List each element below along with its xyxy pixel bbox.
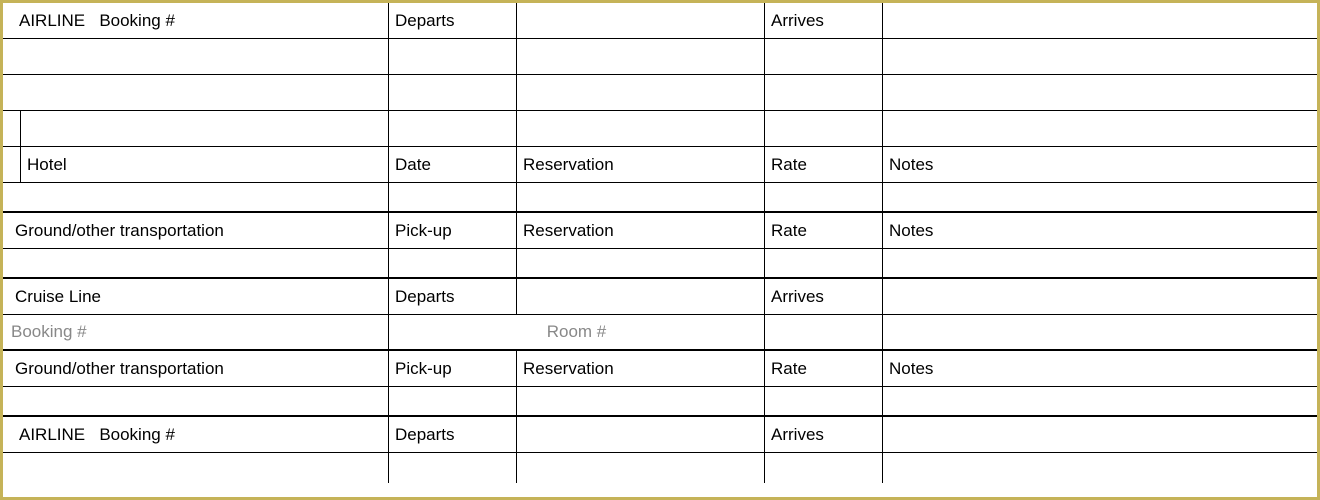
- cell[interactable]: [3, 39, 389, 74]
- airline-booking-label: AIRLINE Booking #: [3, 417, 389, 452]
- pickup-label: Pick-up: [389, 351, 517, 386]
- cell[interactable]: [3, 183, 389, 211]
- cell[interactable]: [3, 387, 389, 415]
- cell[interactable]: [389, 75, 517, 110]
- cell[interactable]: [765, 453, 883, 483]
- cruise-label: Cruise Line: [3, 279, 389, 314]
- airline-data-row-2: [3, 75, 1317, 111]
- booking-number-label: Booking #: [3, 315, 389, 349]
- cell[interactable]: [765, 249, 883, 277]
- arrives-value[interactable]: [883, 279, 1317, 314]
- departs-value[interactable]: [517, 417, 765, 452]
- airline-text: AIRLINE Booking #: [19, 425, 175, 445]
- reservation-label: Reservation: [517, 147, 765, 182]
- cell[interactable]: [765, 75, 883, 110]
- notes-label: Notes: [883, 213, 1317, 248]
- cell[interactable]: [517, 453, 765, 483]
- ground-label: Ground/other transportation: [3, 213, 389, 248]
- departs-label: Departs: [389, 417, 517, 452]
- cell[interactable]: [883, 315, 1317, 349]
- cell[interactable]: [765, 387, 883, 415]
- cell[interactable]: [883, 75, 1317, 110]
- airline-header-row: AIRLINE Booking # Departs Arrives: [3, 3, 1317, 39]
- arrives-label: Arrives: [765, 279, 883, 314]
- cell[interactable]: [517, 39, 765, 74]
- airline2-data-row: [3, 453, 1317, 483]
- departs-label: Departs: [389, 279, 517, 314]
- notes-label: Notes: [883, 351, 1317, 386]
- arrives-label: Arrives: [765, 417, 883, 452]
- cell[interactable]: [765, 183, 883, 211]
- hotel-label: Hotel: [21, 147, 389, 182]
- indent-cell: [3, 147, 21, 182]
- ground2-data-row: [3, 387, 1317, 417]
- cell[interactable]: [517, 249, 765, 277]
- reservation-label: Reservation: [517, 351, 765, 386]
- cell[interactable]: [883, 39, 1317, 74]
- rate-label: Rate: [765, 147, 883, 182]
- reservation-label: Reservation: [517, 213, 765, 248]
- hotel-data-row: [3, 183, 1317, 213]
- airline-text: AIRLINE Booking #: [19, 11, 175, 31]
- cell[interactable]: [765, 111, 883, 146]
- cell[interactable]: [517, 387, 765, 415]
- arrives-label: Arrives: [765, 3, 883, 38]
- cell[interactable]: [389, 453, 517, 483]
- cell[interactable]: [883, 249, 1317, 277]
- departs-value[interactable]: [517, 3, 765, 38]
- cell[interactable]: [883, 111, 1317, 146]
- departs-value[interactable]: [517, 279, 765, 314]
- ground1-header-row: Ground/other transportation Pick-up Rese…: [3, 213, 1317, 249]
- cell[interactable]: [389, 111, 517, 146]
- ground-label: Ground/other transportation: [3, 351, 389, 386]
- cell[interactable]: [883, 183, 1317, 211]
- departs-label: Departs: [389, 3, 517, 38]
- ground1-data-row: [3, 249, 1317, 279]
- cell[interactable]: [517, 75, 765, 110]
- cell[interactable]: [3, 75, 389, 110]
- airline-data-row-3: [3, 111, 1317, 147]
- arrives-value[interactable]: [883, 417, 1317, 452]
- cell[interactable]: [883, 453, 1317, 483]
- rate-label: Rate: [765, 351, 883, 386]
- cell[interactable]: [21, 111, 389, 146]
- notes-label: Notes: [883, 147, 1317, 182]
- cell[interactable]: [765, 315, 883, 349]
- cell[interactable]: [3, 249, 389, 277]
- travel-itinerary-table: AIRLINE Booking # Departs Arrives Hotel …: [0, 0, 1320, 500]
- cell[interactable]: [883, 387, 1317, 415]
- date-label: Date: [389, 147, 517, 182]
- cell[interactable]: [517, 111, 765, 146]
- rate-label: Rate: [765, 213, 883, 248]
- ground2-header-row: Ground/other transportation Pick-up Rese…: [3, 351, 1317, 387]
- cell[interactable]: [3, 453, 389, 483]
- cell[interactable]: [517, 183, 765, 211]
- cruise-booking-row: Booking # Room #: [3, 315, 1317, 351]
- indent-cell: [3, 111, 21, 146]
- cell[interactable]: [389, 39, 517, 74]
- cell[interactable]: [389, 387, 517, 415]
- room-number-label: Room #: [389, 315, 765, 349]
- arrives-value[interactable]: [883, 3, 1317, 38]
- hotel-header-row: Hotel Date Reservation Rate Notes: [3, 147, 1317, 183]
- airline-booking-label: AIRLINE Booking #: [3, 3, 389, 38]
- cell[interactable]: [765, 39, 883, 74]
- cell[interactable]: [389, 183, 517, 211]
- airline2-header-row: AIRLINE Booking # Departs Arrives: [3, 417, 1317, 453]
- pickup-label: Pick-up: [389, 213, 517, 248]
- cruise-header-row: Cruise Line Departs Arrives: [3, 279, 1317, 315]
- airline-data-row-1: [3, 39, 1317, 75]
- cell[interactable]: [389, 249, 517, 277]
